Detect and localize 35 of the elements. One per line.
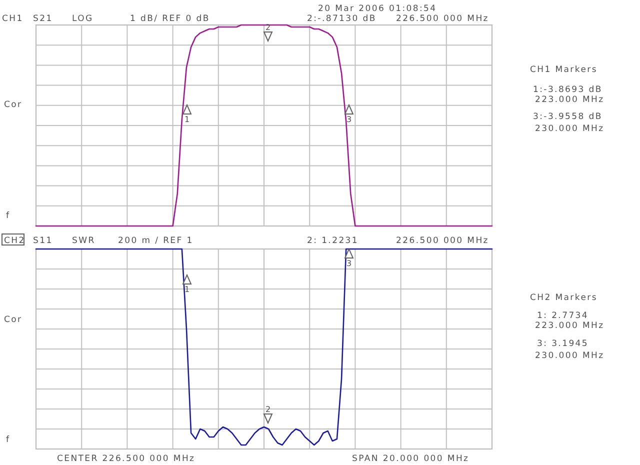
annotation: 1 bbox=[184, 285, 190, 294]
text: 200 m / REF 1 bbox=[118, 236, 194, 246]
text: CH2 Markers bbox=[530, 293, 598, 303]
text: 223.000 MHz bbox=[535, 95, 604, 105]
text: f bbox=[6, 211, 10, 221]
text: S21 bbox=[33, 14, 53, 24]
annotation: 3 bbox=[346, 259, 352, 268]
annotation: 1 bbox=[184, 115, 190, 124]
text: CENTER 226.500 000 MHz bbox=[57, 454, 196, 464]
text: 2:-.87130 dB bbox=[307, 14, 376, 24]
text: SWR bbox=[72, 236, 96, 246]
text: 3: 3.1945 bbox=[537, 339, 589, 349]
text: 230.000 MHz bbox=[535, 351, 604, 361]
text: 223.000 MHz bbox=[535, 321, 604, 331]
text: CH1 Markers bbox=[530, 65, 598, 75]
text: 1 dB/ REF 0 dB bbox=[130, 14, 210, 24]
text: 226.500 000 MHz bbox=[396, 14, 489, 24]
text: SPAN 20.000 000 MHz bbox=[352, 454, 470, 464]
annotation: 2 bbox=[265, 23, 271, 32]
text: 226.500 000 MHz bbox=[396, 236, 489, 246]
text: LOG bbox=[72, 14, 94, 24]
text: f bbox=[6, 435, 10, 445]
text: 2: 1.2231 bbox=[307, 236, 359, 246]
text: Cor bbox=[4, 315, 22, 325]
text: Cor bbox=[4, 100, 22, 110]
annotation: 2 bbox=[265, 405, 271, 414]
text: CH1 bbox=[2, 14, 24, 24]
text: CH2 bbox=[4, 236, 26, 246]
text: 1: 2.7734 bbox=[537, 311, 589, 321]
text: 20 Mar 2006 01:08:54 bbox=[318, 4, 437, 14]
text: 230.000 MHz bbox=[535, 124, 604, 134]
annotation: 3 bbox=[346, 115, 352, 124]
text: S11 bbox=[33, 236, 53, 246]
text: 3:-3.9558 dB bbox=[533, 112, 602, 122]
text: 1:-3.8693 dB bbox=[533, 85, 602, 95]
